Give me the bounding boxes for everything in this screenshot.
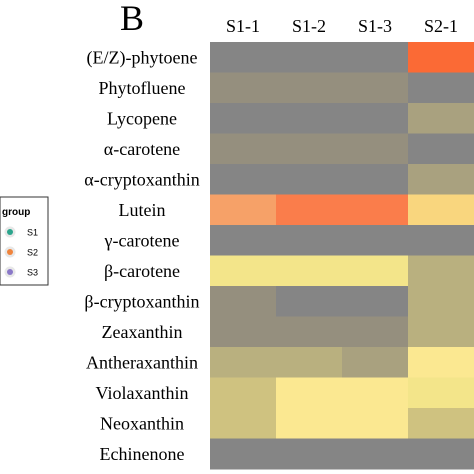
heatmap-cell [276,438,343,470]
heatmap-cell [342,255,409,287]
heatmap-cell [408,42,474,73]
heatmap-cell [342,316,409,348]
heatmap-cell [342,133,409,165]
heatmap-cell [408,347,474,378]
heatmap-cell [276,286,343,317]
heatmap-cell [408,164,474,195]
heatmap-cell [210,42,277,73]
heatmap-cell [408,225,474,256]
panel-letter: B [120,0,144,38]
heatmap-cell [210,225,277,256]
heatmap-cell [276,347,343,378]
row-label: Zeaxanthin [102,322,183,342]
heatmap-cell [210,316,277,348]
heatmap-cell [342,377,409,409]
heatmap-cell [276,316,343,348]
heatmap-cell [276,194,343,226]
heatmap-cell [210,133,277,165]
legend-label: S3 [27,268,38,278]
heatmap-cell [276,72,343,104]
row-label: Neoxanthin [100,413,184,433]
heatmap-cell [276,377,343,409]
row-label: (E/Z)-phytoene [87,47,198,68]
heatmap-cell [342,164,409,195]
heatmap-cell [210,194,277,226]
heatmap-cell [342,438,409,470]
row-label: γ-carotene [104,230,180,250]
heatmap-cell [342,103,409,134]
legend-items: S1 S2 S3 [4,226,38,278]
heatmap-cells [210,42,474,470]
row-label: α-carotene [104,139,180,159]
heatmap-cell [276,408,343,439]
row-label: Echinenone [100,444,185,464]
heatmap-cell [276,42,343,73]
heatmap-cell [342,194,409,226]
heatmap-cell [342,225,409,256]
row-label: β-cryptoxanthin [84,291,199,311]
column-label: S1-1 [226,16,260,36]
row-label: α-cryptoxanthin [84,169,199,189]
heatmap-cell [276,225,343,256]
heatmap-cell [342,72,409,104]
heatmap-cell [408,408,474,439]
row-label: β-carotene [104,261,180,281]
heatmap-cell [408,72,474,104]
heatmap-cell [210,377,277,409]
legend-label: S1 [27,228,38,238]
heatmap-cell [342,408,409,439]
heatmap-cell [276,103,343,134]
heatmap-cell [408,286,474,317]
heatmap-cell [210,164,277,195]
heatmap-cell [408,103,474,134]
heatmap-cell [342,286,409,317]
heatmap-cell [342,42,409,73]
heatmap-cell [408,377,474,409]
heatmap-cell [342,347,409,378]
legend: group S1 S2 S3 [0,196,49,286]
heatmap-cell [408,255,474,287]
column-label: S1-2 [292,16,326,36]
heatmap-cell [276,255,343,287]
column-label: S2-1 [424,16,458,36]
heatmap-cell [408,194,474,226]
heatmap-cell [210,438,277,470]
row-label: Phytofluene [99,78,186,98]
heatmap-cell [408,316,474,348]
heatmap-cell [210,103,277,134]
row-labels: (E/Z)-phytoene Phytofluene Lycopene α-carot… [84,47,199,464]
heatmap-cell [210,72,277,104]
legend-marker [7,249,13,255]
legend-marker [7,229,13,235]
row-label: Lutein [119,200,166,220]
row-label: Violaxanthin [96,383,189,403]
row-label: Lycopene [107,108,177,128]
heatmap-cell [408,438,474,470]
heatmap-cell [276,164,343,195]
legend-title: group [2,207,30,218]
heatmap-cell [210,408,277,439]
legend-label: S2 [27,248,38,258]
heatmap-cell [276,133,343,165]
heatmap-cell [408,133,474,165]
heatmap-cell [210,347,277,378]
legend-marker [7,269,13,275]
column-label: S1-3 [358,16,392,36]
heatmap-cell [210,286,277,317]
heatmap-cell [210,255,277,287]
column-labels: S1-1 S1-2 S1-3 S2-1 [226,16,458,36]
row-label: Antheraxanthin [86,352,198,372]
